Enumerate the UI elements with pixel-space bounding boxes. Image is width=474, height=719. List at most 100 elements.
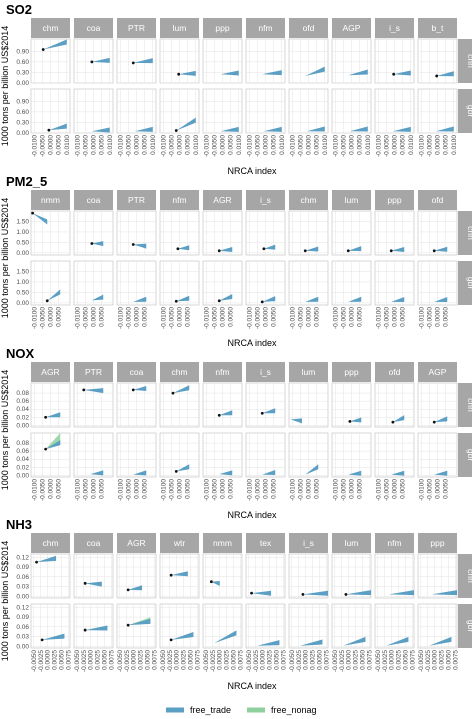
y-tick-label: 0.00	[16, 643, 29, 650]
x-tick-label: -0.0100	[160, 307, 167, 329]
facet-strip	[117, 362, 156, 382]
wedge-free-trade	[429, 636, 452, 646]
x-tick-label: 0.0050	[59, 650, 66, 670]
x-tick-label: 0.0000	[88, 650, 95, 670]
x-tick-label: 0.0000	[91, 135, 98, 155]
y-tick-label: 0.30	[16, 69, 29, 76]
wedge-free-trade	[300, 639, 323, 646]
x-tick-label: 0.0000	[91, 307, 98, 327]
x-tick-label: 0.0050	[317, 650, 324, 670]
start-point	[262, 247, 266, 251]
facet-strip-label: nmm	[213, 538, 232, 548]
wedge-free-trade	[133, 470, 147, 476]
x-tick-label: 0.0000	[303, 650, 310, 670]
start-point	[90, 242, 94, 245]
wedge-free-trade	[171, 631, 194, 640]
x-tick-label: 0.0000	[134, 479, 141, 499]
y-tick-label: 0.12	[16, 554, 29, 561]
x-tick-label: -0.0050	[383, 479, 390, 501]
y-tick-label: 0.03	[16, 584, 29, 591]
facet-strip-label: coa	[87, 195, 101, 205]
wedge-free-trade	[32, 213, 48, 225]
x-tick-label: -0.0050	[375, 650, 382, 672]
facet-strip-label: PTR	[85, 367, 102, 377]
wedge-free-trade	[219, 410, 233, 416]
x-tick-label: 0.0075	[281, 650, 288, 670]
x-tick-label: 0.0000	[349, 135, 356, 155]
wedge-free-trade	[85, 581, 102, 587]
x-tick-label: -0.0050	[383, 307, 390, 329]
x-tick-label: -0.0050	[125, 479, 132, 501]
y-tick-label: 0.00	[16, 472, 29, 479]
x-tick-label: 0.0050	[271, 135, 278, 155]
y-tick-label: 0.03	[16, 634, 29, 641]
x-tick-label: -0.0100	[246, 307, 253, 329]
y-tick-label: 0.50	[16, 289, 29, 296]
x-tick-label: -0.0025	[425, 650, 432, 672]
x-tick-label: 0.0050	[56, 135, 63, 155]
x-tick-label: 0.0075	[367, 650, 374, 670]
wedge-free-trade	[391, 296, 405, 302]
facet-strip-label: lum	[302, 367, 316, 377]
x-tick-label: -0.0025	[253, 650, 260, 672]
start-point	[169, 573, 173, 577]
start-point	[126, 623, 130, 627]
x-tick-label: 0.0025	[224, 650, 231, 670]
facet-strip-label: lum	[173, 23, 187, 33]
chart-title: NH3	[6, 517, 32, 532]
start-point	[346, 249, 350, 253]
y-axis-title: 1000 tons per billion US$2014	[0, 26, 10, 147]
x-tick-label: -0.0100	[31, 307, 38, 329]
x-tick-label: -0.0100	[74, 135, 81, 157]
start-point	[41, 48, 45, 51]
row-strip	[458, 261, 472, 305]
facet-strip	[31, 362, 70, 382]
start-point	[83, 581, 87, 585]
y-tick-label: 0.09	[16, 564, 29, 571]
facet-strip-label: nfm	[387, 538, 401, 548]
wedge-free-trade	[173, 385, 190, 394]
start-point	[174, 129, 178, 132]
facet-strip-label: i_s	[389, 23, 400, 33]
facet-strip	[289, 190, 328, 210]
y-tick-label: 0.30	[16, 119, 29, 126]
x-tick-label: -0.0100	[418, 479, 425, 501]
x-tick-label: 0.0025	[181, 650, 188, 670]
x-tick-label: 0.0000	[435, 479, 442, 499]
facet-strip-label: tex	[260, 538, 272, 548]
x-tick-label: -0.0025	[382, 650, 389, 672]
y-tick-label: 1.50	[16, 268, 29, 275]
x-tick-label: -0.0050	[297, 135, 304, 157]
panel-background	[202, 603, 243, 649]
x-tick-label: 0.0000	[177, 479, 184, 499]
panel-background	[116, 603, 157, 649]
x-tick-label: -0.0050	[160, 650, 167, 672]
panel-background	[288, 553, 329, 599]
x-tick-label: 0.0050	[142, 307, 149, 327]
wedge-free-trade	[85, 625, 108, 631]
facet-strip	[160, 533, 199, 553]
wedge-free-trade	[91, 294, 104, 301]
facet-strip	[203, 18, 242, 38]
x-tick-label: 0.0000	[346, 650, 353, 670]
x-tick-label: 0.0050	[185, 479, 192, 499]
x-tick-label: 0.0000	[349, 307, 356, 327]
wedge-free-trade	[263, 244, 276, 250]
x-tick-label: -0.0050	[289, 650, 296, 672]
y-tick-label: 0.00	[16, 300, 29, 307]
x-tick-label: -0.0100	[332, 479, 339, 501]
start-point	[90, 60, 94, 64]
facet-strip-label: PTR	[128, 23, 145, 33]
x-tick-label: 0.0025	[267, 650, 274, 670]
facet-strip-label: b_t	[432, 23, 444, 33]
facet-strip-label: coa	[87, 538, 101, 548]
x-tick-label: 0.0100	[107, 135, 114, 155]
wedge-free-trade	[128, 618, 151, 626]
wedge-free-trade	[133, 296, 147, 302]
x-tick-label: -0.0050	[82, 135, 89, 157]
x-tick-label: -0.0050	[211, 307, 218, 329]
facet-strip-label: ofd	[432, 195, 444, 205]
x-tick-label: 0.0000	[392, 135, 399, 155]
panel-background	[417, 603, 458, 649]
y-tick-label: 0.09	[16, 614, 29, 621]
